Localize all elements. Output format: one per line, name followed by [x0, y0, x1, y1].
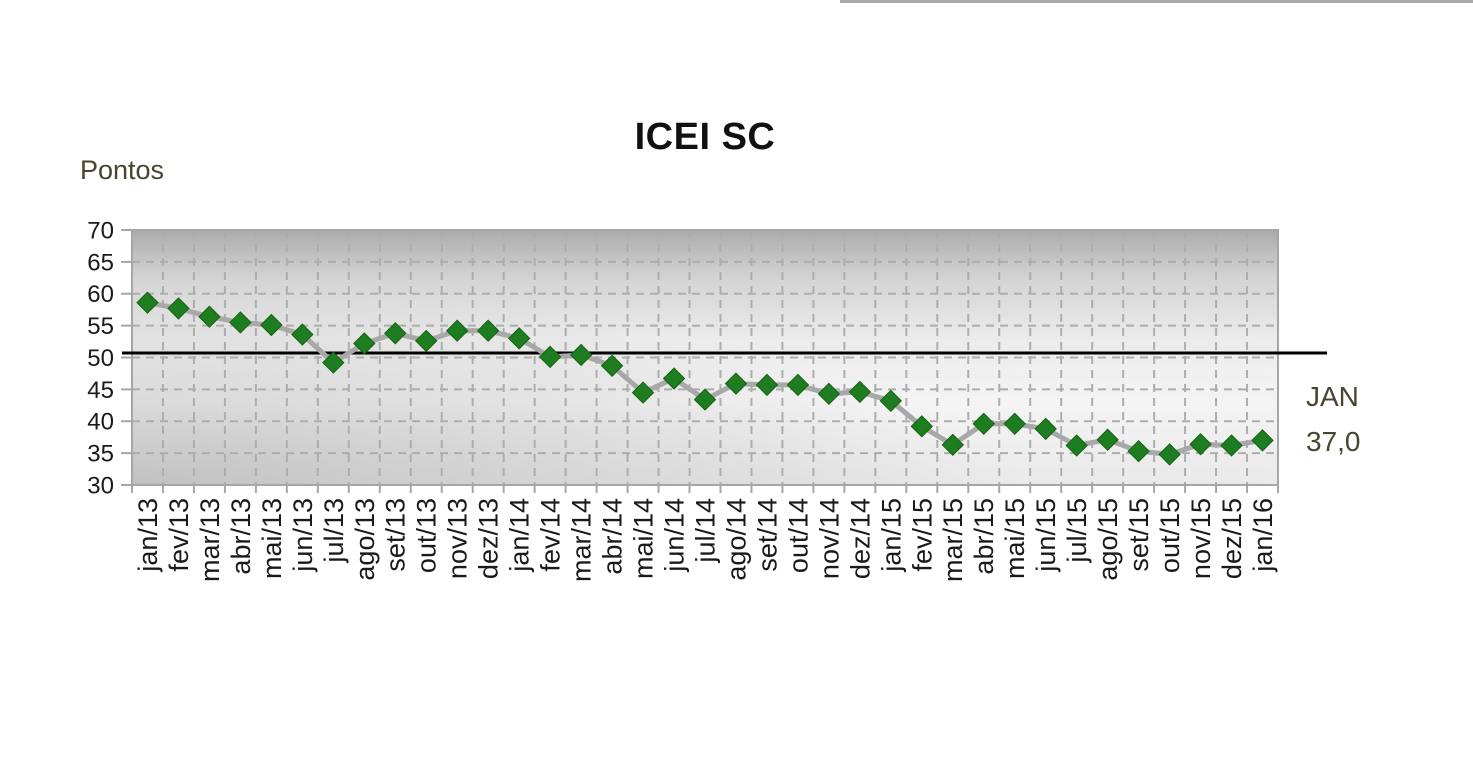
data-point-marker	[569, 343, 593, 367]
data-point-marker	[724, 372, 748, 395]
x-tick-label: jan/16	[1248, 498, 1278, 573]
x-tick-label: mar/13	[195, 498, 225, 582]
x-tick-label: fev/13	[164, 498, 194, 572]
data-point-marker	[941, 433, 964, 457]
x-tick-label: dez/15	[1217, 498, 1247, 579]
data-point-marker	[1127, 440, 1150, 463]
x-tick-label: out/14	[783, 498, 813, 573]
x-tick-label: ago/14	[721, 498, 751, 581]
x-tick-label: jan/13	[133, 498, 163, 573]
y-tick-label: 65	[87, 249, 114, 276]
y-tick-label: 55	[87, 313, 114, 340]
data-point-marker	[229, 311, 252, 334]
data-point-marker	[972, 412, 995, 436]
y-tick-label: 30	[87, 472, 114, 499]
x-tick-label: jul/14	[690, 498, 720, 564]
x-tick-label: mai/13	[257, 498, 287, 579]
y-tick-label: 45	[87, 377, 114, 404]
data-point-marker	[755, 373, 779, 397]
x-tick-label: jul/13	[319, 498, 349, 564]
annotation-value-label: 37,0	[1306, 426, 1361, 457]
data-point-marker	[1189, 432, 1212, 456]
x-tick-label: fev/14	[536, 498, 566, 572]
x-tick-label: abr/15	[969, 498, 999, 575]
x-tick-label: mai/14	[629, 498, 659, 579]
data-point-marker	[1251, 429, 1274, 452]
x-tick-label: nov/15	[1186, 498, 1216, 579]
x-tick-label: out/13	[412, 498, 442, 573]
data-point-marker	[600, 354, 624, 377]
data-point-marker	[1003, 412, 1026, 436]
plot-border	[131, 229, 1279, 486]
last-point-annotation: JAN 37,0	[1306, 374, 1361, 464]
data-point-marker	[786, 373, 810, 397]
data-point-marker	[167, 297, 190, 320]
data-point-marker	[476, 319, 500, 342]
x-tick-label: jun/15	[1031, 498, 1061, 573]
data-point-marker	[631, 381, 655, 404]
data-point-marker	[910, 415, 934, 438]
data-point-marker	[693, 388, 717, 411]
x-tick-label: set/15	[1124, 498, 1154, 572]
x-tick-label: fev/15	[907, 498, 937, 572]
x-tick-label: dez/14	[845, 498, 875, 579]
annotation-month-label: JAN	[1306, 381, 1359, 412]
data-point-marker	[415, 329, 438, 353]
data-point-marker	[446, 319, 469, 342]
x-tick-label: abr/13	[226, 498, 256, 575]
y-tick-label: 35	[87, 441, 114, 468]
data-point-marker	[353, 332, 376, 355]
data-point-marker	[136, 291, 159, 314]
top-divider-line	[840, 0, 1473, 3]
x-tick-label: dez/13	[474, 498, 504, 579]
data-point-marker	[322, 351, 345, 374]
x-tick-label: nov/14	[814, 498, 844, 579]
data-point-marker	[1158, 443, 1181, 466]
chart-title: ICEI SC	[634, 116, 776, 158]
x-tick-label: set/14	[752, 498, 782, 572]
x-tick-label: ago/15	[1093, 498, 1123, 581]
x-tick-label: nov/13	[443, 498, 473, 579]
y-tick-label: 40	[87, 409, 114, 436]
x-tick-label: mai/15	[1000, 498, 1030, 579]
x-tick-label: jan/14	[505, 498, 535, 573]
data-point-marker	[1096, 428, 1119, 451]
x-tick-label: mar/14	[567, 498, 597, 582]
data-point-marker	[662, 367, 686, 390]
x-tick-label: jun/14	[659, 498, 689, 573]
data-point-marker	[1065, 434, 1088, 457]
y-tick-label: 60	[87, 281, 114, 308]
data-point-marker	[879, 389, 903, 413]
x-tick-label: jul/15	[1062, 498, 1092, 564]
data-point-marker	[817, 382, 841, 406]
data-point-marker	[1220, 434, 1243, 457]
data-point-marker	[1034, 417, 1057, 441]
x-tick-label: jun/13	[288, 498, 318, 573]
y-axis-unit-label: Pontos	[80, 155, 165, 185]
data-point-marker	[291, 323, 314, 346]
x-tick-label: set/13	[381, 498, 411, 572]
y-tick-label: 50	[87, 345, 114, 372]
x-tick-label: ago/13	[350, 498, 380, 581]
data-point-marker	[848, 380, 872, 404]
x-tick-label: mar/15	[938, 498, 968, 582]
data-point-marker	[384, 322, 407, 345]
data-point-marker	[507, 327, 531, 350]
y-tick-label: 70	[87, 217, 114, 244]
x-tick-label: abr/14	[598, 498, 628, 575]
data-point-marker	[538, 345, 562, 369]
data-point-marker	[260, 313, 283, 337]
data-point-marker	[198, 305, 221, 328]
x-tick-label: jan/15	[876, 498, 906, 573]
x-tick-label: out/15	[1155, 498, 1185, 573]
